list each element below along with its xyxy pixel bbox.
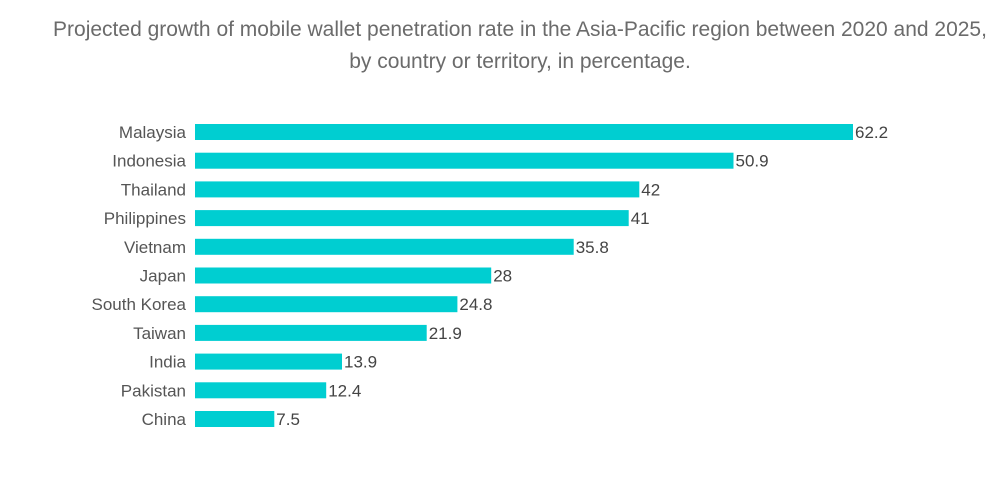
category-label: Malaysia bbox=[119, 123, 187, 142]
value-label: 28 bbox=[493, 267, 512, 286]
category-label: Japan bbox=[140, 267, 186, 286]
bar-china bbox=[195, 411, 275, 427]
value-label: 50.9 bbox=[736, 152, 769, 171]
value-label: 62.2 bbox=[855, 123, 888, 142]
value-label: 13.9 bbox=[344, 353, 377, 372]
category-label: Philippines bbox=[104, 209, 186, 228]
bar-vietnam bbox=[195, 238, 574, 255]
category-label: China bbox=[142, 410, 187, 429]
value-label: 7.5 bbox=[276, 410, 300, 429]
bar-pakistan bbox=[195, 382, 327, 399]
bar-philippines bbox=[195, 210, 629, 227]
category-label: Taiwan bbox=[133, 324, 186, 343]
category-label: India bbox=[149, 353, 186, 372]
bar-indonesia bbox=[195, 152, 734, 169]
bar-japan bbox=[195, 267, 492, 284]
value-label: 12.4 bbox=[328, 381, 361, 400]
category-label: South Korea bbox=[91, 295, 186, 314]
value-label: 41 bbox=[631, 209, 650, 228]
category-label: Pakistan bbox=[121, 381, 186, 400]
category-label: Thailand bbox=[121, 180, 186, 199]
category-label: Indonesia bbox=[112, 152, 186, 171]
value-label: 24.8 bbox=[459, 295, 492, 314]
bar-malaysia bbox=[195, 124, 853, 140]
value-label: 21.9 bbox=[429, 324, 462, 343]
chart-title: Projected growth of mobile wallet penetr… bbox=[53, 18, 987, 73]
bar-thailand bbox=[195, 181, 640, 198]
bar-india bbox=[195, 353, 342, 370]
value-label: 42 bbox=[641, 180, 660, 199]
bar-south-korea bbox=[195, 296, 458, 313]
value-label: 35.8 bbox=[576, 238, 609, 257]
category-label: Vietnam bbox=[124, 238, 186, 257]
bar-taiwan bbox=[195, 324, 427, 341]
